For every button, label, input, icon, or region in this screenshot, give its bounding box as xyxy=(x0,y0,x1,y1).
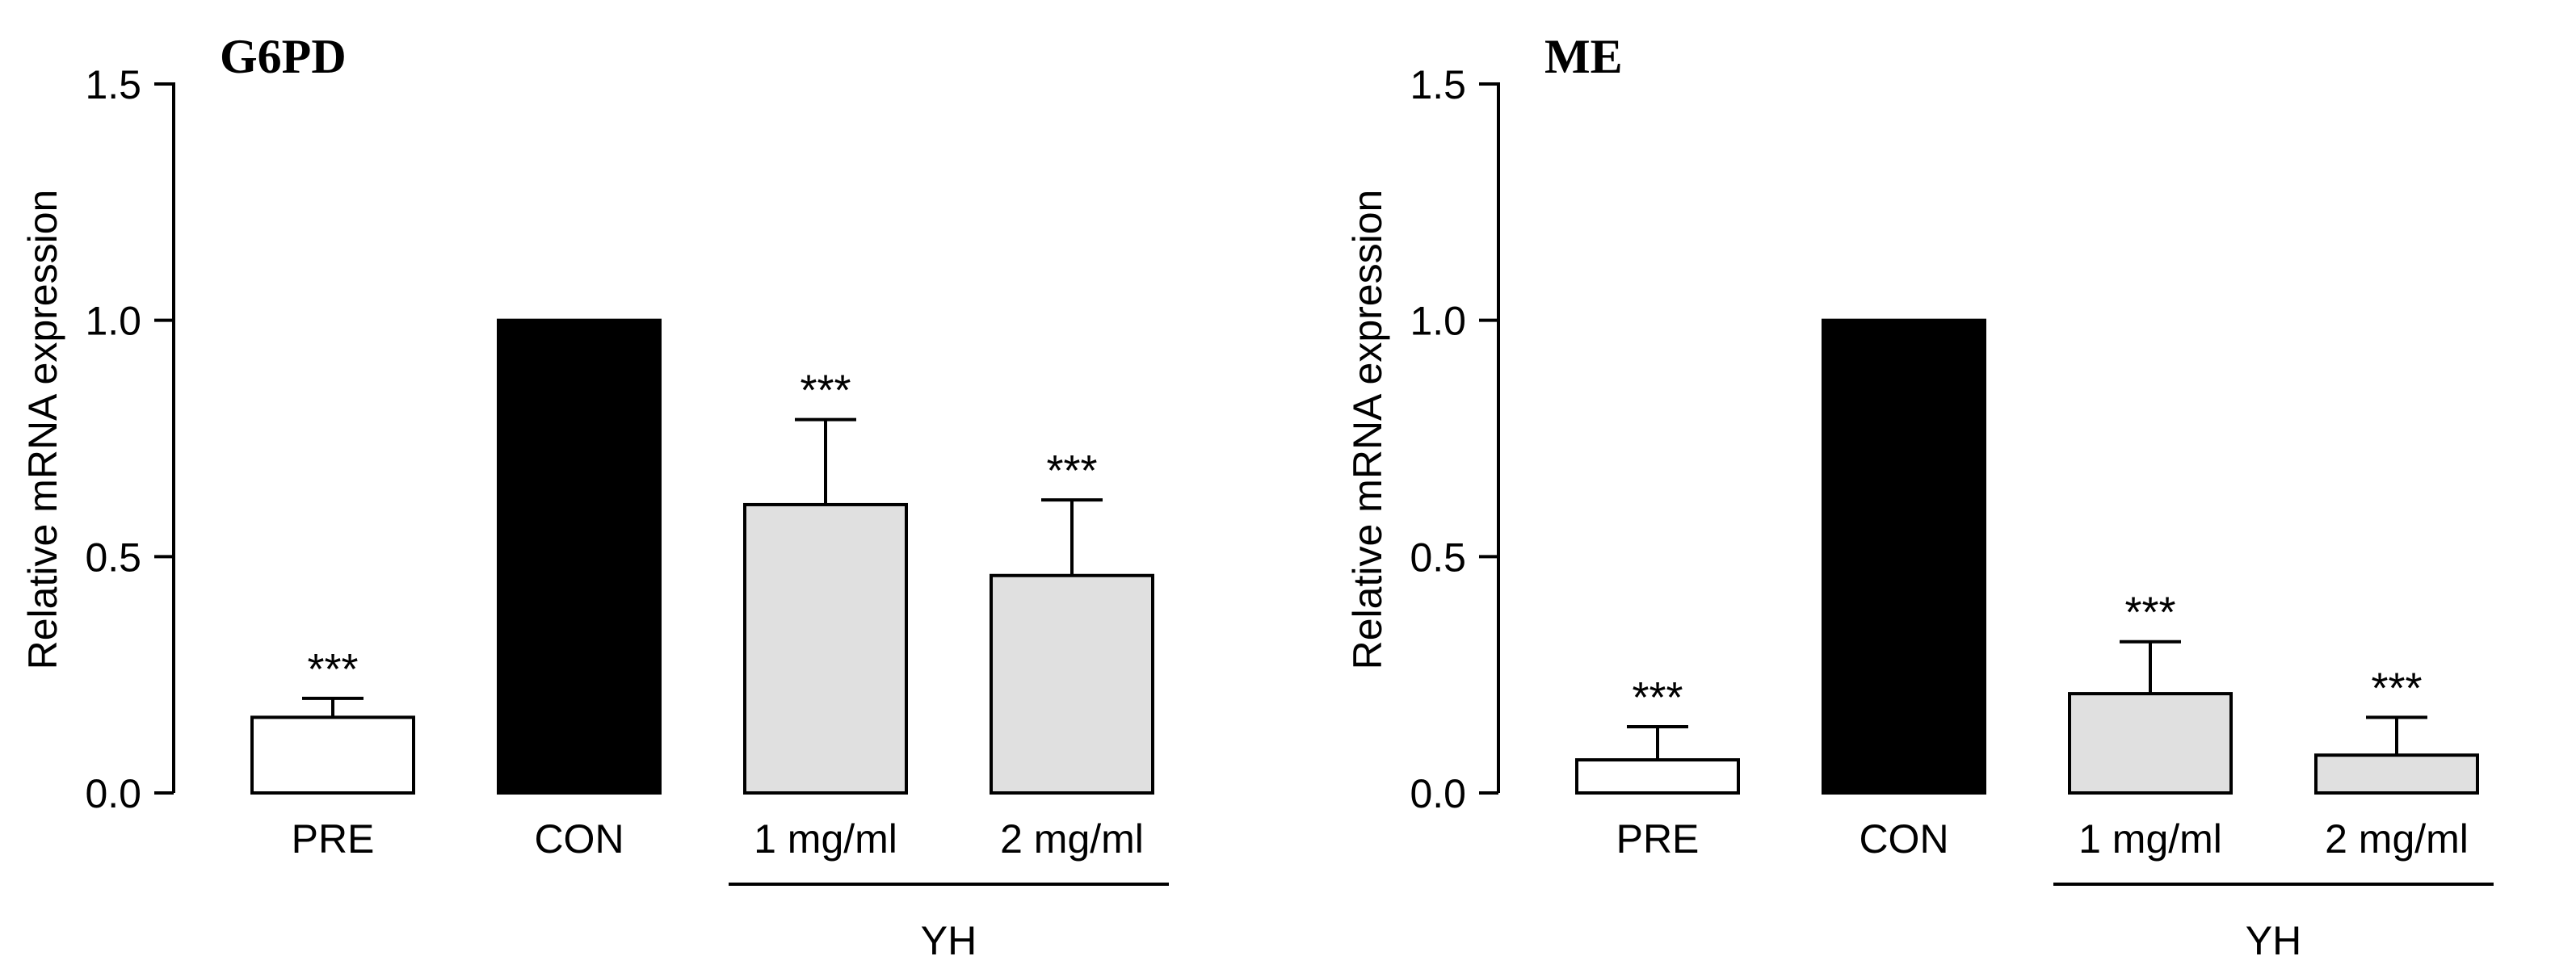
significance-label: *** xyxy=(307,645,358,694)
bar xyxy=(2314,753,2479,795)
y-tick-label: 1.0 xyxy=(1410,299,1466,344)
significance-label: *** xyxy=(1632,673,1683,722)
category-label: CON xyxy=(1859,816,1948,862)
panel-g6pd: G6PD Relative mRNA expression 0.0 0.5 1.0 1… xyxy=(20,30,1169,963)
y-axis-title: Relative mRNA expression xyxy=(1345,190,1390,670)
group-label: YH xyxy=(2246,918,2301,963)
significance-label: *** xyxy=(2124,589,2175,637)
chart-marks: 0.0 0.5 1.0 1.5 *** PRE CON *** 1 mg/ml *** 2 mg/m… xyxy=(85,62,1169,963)
bar xyxy=(1822,318,1986,795)
panel-title: G6PD xyxy=(220,30,347,83)
panel-me: ME Relative mRNA expression 0.0 0.5 1.0 1.5… xyxy=(1345,30,2494,963)
y-tick-label: 0.0 xyxy=(85,771,141,816)
y-tick-label: 1.5 xyxy=(1410,62,1466,107)
chart-marks: 0.0 0.5 1.0 1.5 *** PRE CON *** 1 mg/ml *** 2 mg/m… xyxy=(1410,62,2494,963)
y-tick-label: 0.0 xyxy=(1410,771,1466,816)
category-label: 1 mg/ml xyxy=(754,816,897,862)
bar xyxy=(1575,758,1740,795)
bar xyxy=(743,502,908,795)
significance-label: *** xyxy=(800,367,851,415)
panel-title: ME xyxy=(1544,30,1623,83)
y-tick-label: 1.0 xyxy=(85,299,141,344)
group-label: YH xyxy=(921,918,977,963)
bar xyxy=(990,573,1154,795)
category-label: PRE xyxy=(292,816,375,862)
significance-label: *** xyxy=(1046,447,1097,495)
y-tick-label: 1.5 xyxy=(85,62,141,107)
category-label: 2 mg/ml xyxy=(2325,816,2469,862)
y-axis-title: Relative mRNA expression xyxy=(20,190,65,670)
category-label: CON xyxy=(534,816,624,862)
bar xyxy=(497,318,662,795)
y-tick-label: 0.5 xyxy=(85,535,141,580)
category-label: 2 mg/ml xyxy=(1000,816,1144,862)
significance-label: *** xyxy=(2371,664,2422,712)
bar xyxy=(2068,692,2233,795)
category-label: 1 mg/ml xyxy=(2078,816,2222,862)
y-tick-label: 0.5 xyxy=(1410,535,1466,580)
category-label: PRE xyxy=(1616,816,1700,862)
bar xyxy=(250,715,415,795)
